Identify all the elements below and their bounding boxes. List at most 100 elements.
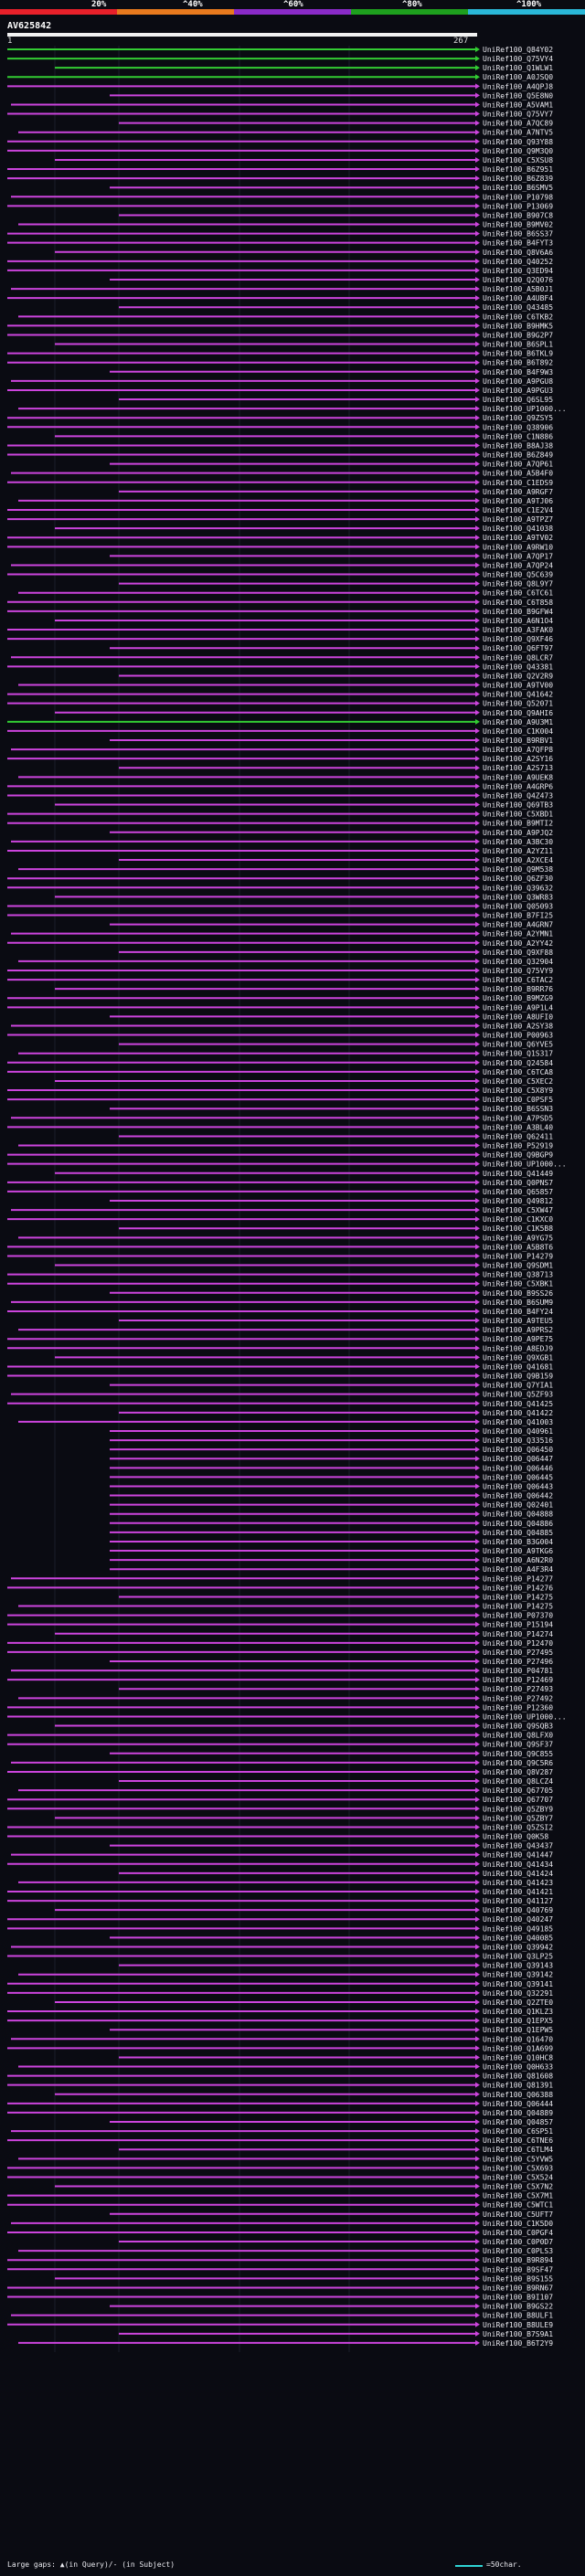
hit-arrow-icon	[475, 930, 480, 937]
hit-arrow-icon	[475, 1299, 480, 1305]
hit-id-label: UniRef100_Q8V287	[483, 1768, 553, 1776]
hit-arrow-icon	[475, 2248, 480, 2254]
hit-id-label: UniRef100_C1K004	[483, 727, 553, 736]
hit-id-label: UniRef100_C1E2V4	[483, 506, 553, 514]
hit-id-label: UniRef100_Q9XF46	[483, 635, 553, 643]
hit-id-label: UniRef100_Q40085	[483, 1934, 553, 1942]
hit-id-label: UniRef100_Q1EPX5	[483, 2017, 553, 2025]
scale-label-40: ^40%	[183, 0, 203, 9]
hit-arrow-icon	[475, 986, 480, 992]
hit-arrow-icon	[475, 2100, 480, 2106]
hit-arrow-icon	[475, 866, 480, 873]
hit-id-label: UniRef100_Q75VY9	[483, 967, 553, 975]
hit-arrow-icon	[475, 1639, 480, 1646]
hit-id-label: UniRef100_C5XBK1	[483, 1280, 553, 1288]
hit-arrow-icon	[475, 2183, 480, 2189]
hit-arrow-icon	[475, 857, 480, 864]
hit-arrow-icon	[475, 1778, 480, 1785]
hit-id-label: UniRef100_Q38713	[483, 1271, 553, 1279]
hit-id-label: UniRef100_Q1WLW1	[483, 64, 553, 72]
hit-id-label: UniRef100_Q40961	[483, 1427, 553, 1436]
hit-arrow-icon	[475, 497, 480, 504]
hit-id-label: UniRef100_P00963	[483, 1032, 553, 1040]
hit-arrow-icon	[475, 1013, 480, 1020]
hit-arrow-icon	[475, 608, 480, 614]
hit-id-label: UniRef100_Q6ZF30	[483, 875, 553, 883]
hit-arrow-icon	[475, 1059, 480, 1065]
hit-arrow-icon	[475, 65, 480, 71]
hit-id-label: UniRef100_Q5ZSI2	[483, 1823, 553, 1831]
hit-arrow-icon	[475, 516, 480, 523]
hit-arrow-icon	[475, 756, 480, 762]
hit-arrow-icon	[475, 747, 480, 753]
hit-arrow-icon	[475, 2054, 480, 2061]
hit-arrow-icon	[475, 1280, 480, 1287]
hit-arrow-icon	[475, 1474, 480, 1480]
hit-arrow-icon	[475, 783, 480, 790]
hit-arrow-icon	[475, 1354, 480, 1361]
hit-arrow-icon	[475, 1898, 480, 1904]
hit-arrow-icon	[475, 2330, 480, 2337]
hit-id-label: UniRef100_Q33516	[483, 1436, 553, 1445]
hit-arrow-icon	[475, 1087, 480, 1094]
hit-id-label: UniRef100_P27496	[483, 1658, 553, 1666]
hit-id-label: UniRef100_Q06447	[483, 1455, 553, 1463]
hit-arrow-icon	[475, 451, 480, 458]
hit-id-label: UniRef100_A9RGF7	[483, 488, 553, 496]
hit-arrow-icon	[475, 1787, 480, 1794]
hit-id-label: UniRef100_P12360	[483, 1703, 553, 1712]
hit-arrow-icon	[475, 1161, 480, 1167]
hit-arrow-icon	[475, 792, 480, 799]
hit-id-label: UniRef100_Q2V2R9	[483, 672, 553, 680]
hit-id-label: UniRef100_Q41434	[483, 1860, 553, 1869]
hit-id-label: UniRef100_C5WTC1	[483, 2201, 553, 2210]
hit-arrow-icon	[475, 1382, 480, 1388]
hit-id-label: UniRef100_Q0H633	[483, 2063, 553, 2072]
hit-id-label: UniRef100_P15194	[483, 1621, 553, 1629]
hit-arrow-icon	[475, 111, 480, 117]
hit-id-label: UniRef100_Q41423	[483, 1879, 553, 1887]
hit-id-label: UniRef100_B9SS26	[483, 1289, 553, 1298]
hit-id-label: UniRef100_A9PGU8	[483, 377, 553, 386]
hit-id-label: UniRef100_A9PGU3	[483, 387, 553, 395]
hit-arrow-icon	[475, 875, 480, 882]
hit-id-label: UniRef100_B9MTI2	[483, 820, 553, 828]
hit-id-label: UniRef100_Q24584	[483, 1059, 553, 1067]
hit-id-label: UniRef100_Q41447	[483, 1851, 553, 1860]
hit-arrow-icon	[475, 939, 480, 946]
hit-id-label: UniRef100_A4F3R4	[483, 1565, 553, 1574]
hit-arrow-icon	[475, 682, 480, 688]
hit-id-label: UniRef100_A6N2R0	[483, 1556, 553, 1564]
hit-arrow-icon	[475, 1447, 480, 1453]
hit-id-label: UniRef100_A9RW10	[483, 543, 553, 551]
hit-id-label: UniRef100_C6TKB2	[483, 313, 553, 321]
hit-id-label: UniRef100_Q6FT97	[483, 644, 553, 652]
hit-id-label: UniRef100_A9TV00	[483, 682, 553, 690]
hit-arrow-icon	[475, 2091, 480, 2097]
scale-label-80: ^80%	[402, 0, 422, 9]
hit-arrow-icon	[475, 1723, 480, 1729]
hit-arrow-icon	[475, 1373, 480, 1379]
hit-arrow-icon	[475, 1391, 480, 1397]
hit-arrow-icon	[475, 1603, 480, 1609]
hit-id-label: UniRef100_P27495	[483, 1648, 553, 1657]
hit-id-label: UniRef100_UP1000...	[483, 1161, 567, 1169]
hit-arrow-icon	[475, 1815, 480, 1821]
hit-id-label: UniRef100_Q9C5R6	[483, 1759, 553, 1767]
hit-id-label: UniRef100_Q2Q076	[483, 276, 553, 284]
hit-arrow-icon	[475, 74, 480, 80]
hit-id-label: UniRef100_B9I107	[483, 2294, 553, 2302]
hit-arrow-icon	[475, 1437, 480, 1444]
hit-id-label: UniRef100_A7NTV5	[483, 129, 553, 137]
hit-id-label: UniRef100_Q93Y88	[483, 138, 553, 146]
hit-arrow-icon	[475, 673, 480, 679]
hit-arrow-icon	[475, 1980, 480, 1987]
hit-id-label: UniRef100_Q8L9Y7	[483, 580, 553, 588]
hit-arrow-icon	[475, 406, 480, 412]
hit-id-label: UniRef100_Q06446	[483, 1464, 553, 1472]
hit-id-label: UniRef100_A9YG75	[483, 1234, 553, 1242]
hit-arrow-icon	[475, 921, 480, 928]
hit-id-label: UniRef100_Q9M538	[483, 865, 553, 874]
hit-id-label: UniRef100_Q39632	[483, 884, 553, 892]
hit-arrow-icon	[475, 304, 480, 311]
